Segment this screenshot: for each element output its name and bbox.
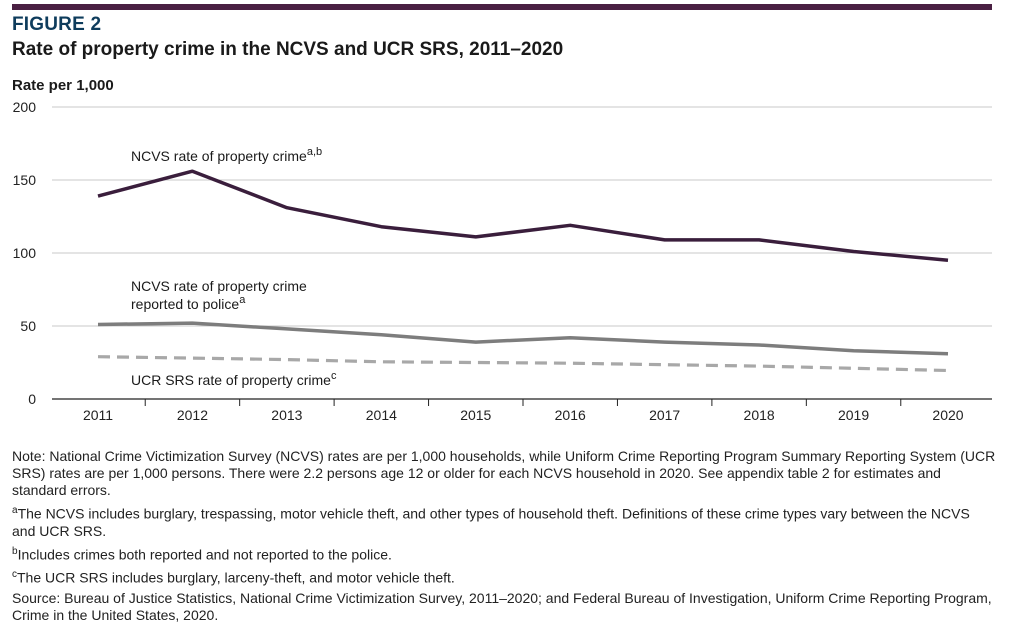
series-line-2 [97,321,949,356]
y-axis-title: Rate per 1,000 [12,77,114,94]
figure-title: Rate of property crime in the NCVS and U… [12,39,564,60]
footnote-b-mark: b [12,545,18,557]
x-tick-label: 2012 [177,407,208,423]
y-tick-label: 100 [13,245,37,261]
footnote-c-text: The UCR SRS includes burglary, larceny-t… [17,569,455,586]
series-label-ncvs: NCVS rate of property crimea,b [131,146,322,164]
footnote-b: bIncludes crimes both reported and not r… [12,543,997,564]
x-tick-label: 2015 [460,407,491,423]
x-tick-label: 2014 [366,407,397,423]
series-line-1 [97,169,949,263]
series-label-ucr: UCR SRS rate of property crimec [131,370,337,388]
figure-label: FIGURE 2 [12,14,102,35]
figure-accent-bar [12,4,992,10]
x-tick-label: 2017 [649,407,680,423]
figure-notes: Note: National Crime Victimization Surve… [12,448,997,627]
source-text: Source: Bureau of Justice Statistics, Na… [12,589,992,623]
series-lines [97,169,949,373]
y-tick-label: 150 [13,172,37,188]
footnote-a-text: The NCVS includes burglary, trespassing,… [12,505,970,539]
x-tick-label: 2018 [744,407,775,423]
footnote-b-text: Includes crimes both reported and not re… [17,546,392,563]
series-label-reported-line1: NCVS rate of property crime [131,278,307,294]
footnote-c: cThe UCR SRS includes burglary, larceny-… [12,566,997,587]
footnote-a-mark: a [12,505,18,516]
x-tick-label: 2016 [555,407,586,423]
note-text: Note: National Crime Victimization Surve… [12,448,996,498]
series-annotations: NCVS rate of property crimea,b NCVS rate … [131,146,337,388]
x-axis: 2011 2012 2013 2014 2015 2016 2017 2018 2019 2020 [52,398,992,423]
x-tick-label: 2011 [83,407,113,423]
x-tick-label: 2013 [271,407,302,423]
series-line-3 [97,355,949,373]
series-label-reported-line2: reported to policea [131,294,246,312]
footnote-c-mark: c [12,569,17,581]
x-tick-label: 2019 [838,407,869,423]
gridlines [52,106,992,327]
footnote-a: aThe NCVS includes burglary, trespassing… [12,502,997,540]
x-tick-label: 2020 [932,407,963,423]
y-axis-ticks: 0 50 100 150 200 [13,99,37,407]
y-tick-label: 200 [13,99,37,115]
y-tick-label: 50 [20,318,36,334]
y-tick-label: 0 [28,391,36,407]
